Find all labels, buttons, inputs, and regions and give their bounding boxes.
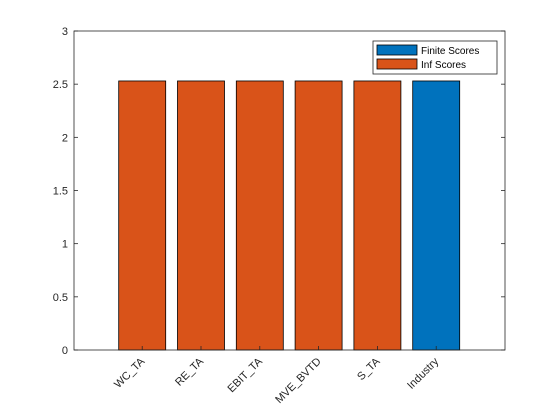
- y-tick-label: 0: [62, 345, 68, 357]
- y-tick-label: 1.5: [53, 186, 68, 198]
- x-tick-label: EBIT_TA: [225, 355, 265, 395]
- legend-swatch: [376, 58, 418, 70]
- bars-group: [118, 80, 461, 351]
- plot-frame: [73, 30, 506, 351]
- legend[interactable]: Finite Scores Inf Scores: [372, 40, 498, 75]
- x-tick-label: Industry: [405, 355, 442, 392]
- x-axis: WC_TA RE_TA EBIT_TA MVE_BVTD S_TA Industry: [112, 346, 442, 406]
- x-tick-label: WC_TA: [112, 355, 148, 391]
- x-tick-label: RE_TA: [173, 355, 206, 388]
- bar-ebit-ta: [235, 80, 284, 351]
- legend-label: Inf Scores: [421, 60, 466, 71]
- y-tick-label: 3: [62, 26, 68, 38]
- bar-re-ta: [177, 80, 225, 351]
- bar-s-ta: [353, 80, 402, 351]
- y-tick-label: 2.5: [53, 79, 68, 91]
- bar-mve-bvtd: [294, 80, 343, 351]
- bar-industry: [412, 80, 461, 351]
- legend-swatch: [376, 44, 418, 56]
- x-tick-label: MVE_BVTD: [273, 356, 323, 406]
- y-axis: 0 0.5 1 1.5 2 2.5 3: [53, 26, 505, 357]
- y-tick-label: 2: [62, 132, 68, 144]
- y-tick-label: 0.5: [53, 292, 68, 304]
- legend-label: Finite Scores: [421, 46, 479, 57]
- bar-wc-ta: [118, 80, 167, 351]
- y-tick-label: 1: [62, 239, 68, 251]
- x-tick-label: S_TA: [355, 355, 383, 383]
